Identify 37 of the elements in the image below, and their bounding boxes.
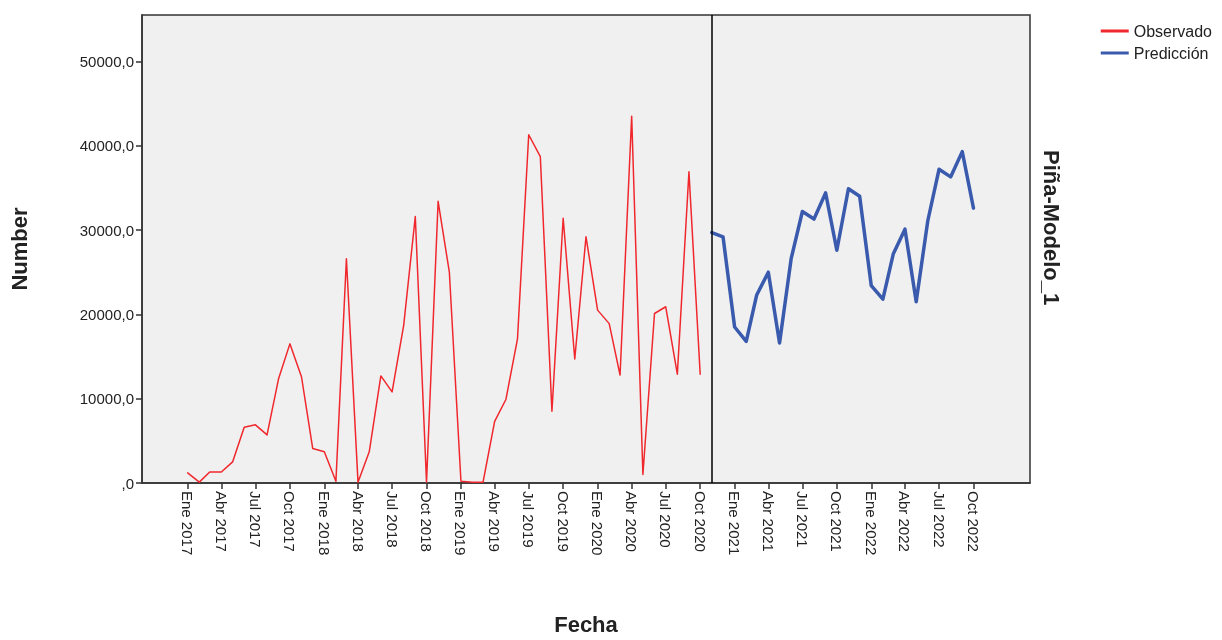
x-tick-label: Abr 2021	[759, 491, 777, 552]
x-tick-label: Oct 2020	[691, 491, 709, 552]
x-tick-label: Jul 2020	[657, 491, 675, 548]
y-tick-label: 10000,0	[79, 390, 134, 408]
x-tick-label: Oct 2019	[554, 491, 572, 552]
line-series	[186, 115, 701, 483]
x-tick-label: Ene 2020	[589, 491, 607, 556]
x-tick-label: Oct 2017	[281, 491, 299, 552]
x-tick-label: Abr 2018	[349, 491, 367, 552]
x-tick-label: Abr 2019	[486, 491, 504, 552]
x-tick-label: Jul 2018	[383, 491, 401, 548]
legend-label: Observado	[1133, 22, 1213, 40]
x-tick-label: Jul 2022	[930, 491, 948, 548]
x-tick-label: Ene 2022	[862, 491, 880, 556]
x-tick-label: Oct 2022	[964, 491, 982, 552]
legend-label: Predicción	[1133, 44, 1209, 62]
x-tick-label: Ene 2017	[179, 491, 197, 556]
x-tick-label: Oct 2018	[418, 491, 436, 552]
x-tick-label: Jul 2021	[793, 491, 811, 548]
x-tick-label: Jul 2017	[246, 491, 264, 548]
text: Piña-Modelo_1	[1038, 150, 1064, 306]
y-axis-title: Number	[6, 207, 32, 291]
y-tick-label: 50000,0	[79, 52, 134, 70]
x-tick-label: Oct 2021	[828, 491, 846, 552]
y-tick-label: ,0	[121, 474, 134, 492]
y-tick-label: 40000,0	[79, 137, 134, 155]
y-tick-label: 20000,0	[79, 305, 134, 323]
x-axis-title: Fecha	[554, 611, 619, 637]
x-tick-label: Ene 2018	[315, 491, 333, 556]
x-tick-label: Abr 2017	[212, 491, 230, 552]
x-tick-label: Ene 2021	[726, 491, 744, 556]
x-tick-label: Ene 2019	[452, 491, 470, 556]
line-series	[710, 149, 976, 345]
x-tick-label: Jul 2019	[520, 491, 538, 548]
x-tick-label: Abr 2022	[896, 491, 914, 552]
y-tick-label: 30000,0	[79, 221, 134, 239]
x-tick-label: Abr 2020	[623, 491, 641, 552]
